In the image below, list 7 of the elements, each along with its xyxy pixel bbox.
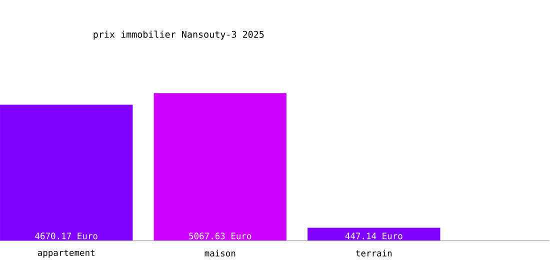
x-tick-label: terrain xyxy=(356,250,392,257)
x-tick-label: maison xyxy=(204,250,236,257)
data-label: 5067.63 Euro xyxy=(189,232,252,240)
chart-title: prix immobilier Nansouty-3 2025 xyxy=(94,30,264,40)
data-label: 447.14 Euro xyxy=(345,232,402,240)
x-tick-label: appartement xyxy=(38,250,94,258)
data-label: 4670.17 Euro xyxy=(35,232,98,240)
